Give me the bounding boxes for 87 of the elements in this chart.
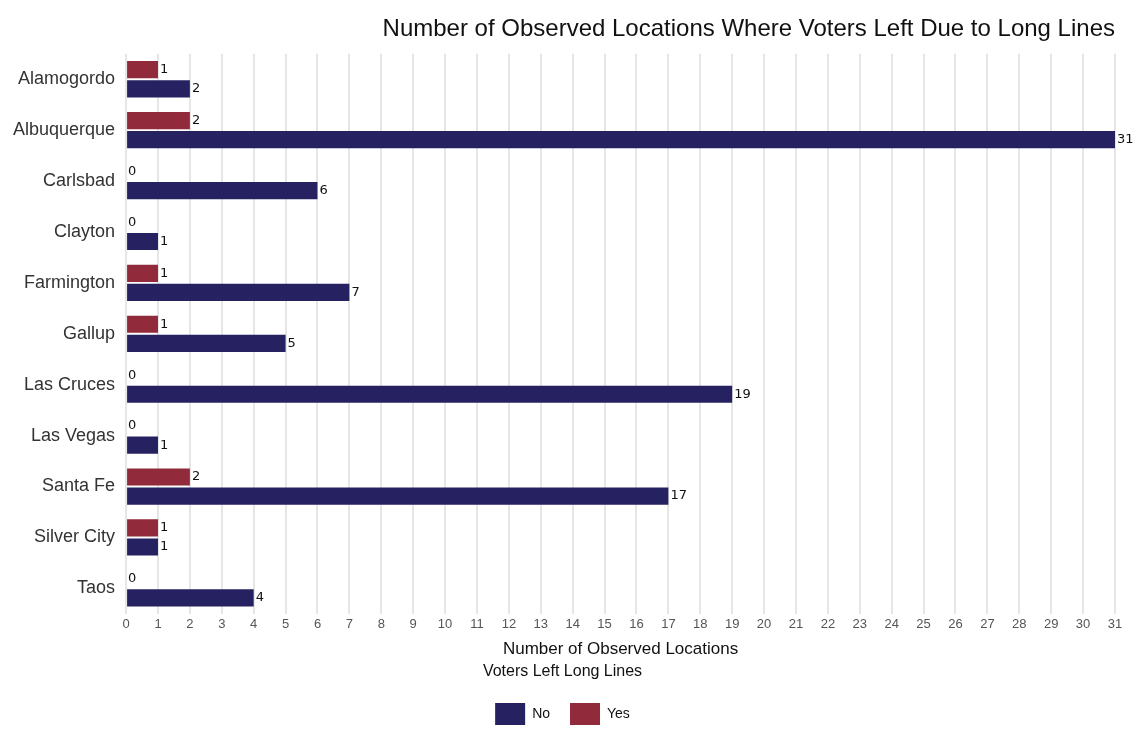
data-label: 2: [191, 111, 201, 127]
x-tick-label: 3: [218, 616, 226, 632]
bar: [127, 112, 190, 130]
x-tick-label: 7: [345, 616, 354, 632]
x-tick-label: 27: [980, 616, 995, 632]
bar: [127, 264, 158, 282]
bar: [127, 334, 286, 352]
bar: [127, 131, 1115, 149]
data-label: 7: [351, 283, 360, 299]
x-tick-label: 5: [281, 616, 290, 632]
data-label: 0: [128, 213, 137, 229]
data-label: 6: [319, 181, 328, 197]
x-tick-label: 21: [788, 616, 804, 632]
bar: [127, 61, 158, 79]
data-label: 1: [159, 232, 169, 248]
bar: [127, 436, 158, 454]
data-label: 0: [128, 417, 137, 433]
x-tick-label: 6: [313, 616, 322, 632]
y-tick-label: Farmington: [24, 271, 116, 292]
x-tick-label: 11: [470, 616, 484, 632]
x-tick-label: 25: [916, 616, 931, 632]
bar: [127, 80, 190, 98]
x-tick-label: 14: [565, 616, 580, 632]
x-tick-label: 2: [186, 616, 194, 632]
data-label: 1: [159, 436, 169, 452]
y-tick-label: Silver City: [34, 526, 116, 547]
bar: [127, 232, 158, 251]
x-tick-label: 17: [661, 616, 676, 632]
data-label: 1: [159, 61, 169, 77]
bar: [127, 182, 318, 200]
x-tick-label: 26: [948, 616, 963, 632]
x-tick-label: 15: [597, 616, 612, 632]
data-label: 2: [191, 468, 201, 484]
data-label: 19: [734, 385, 751, 401]
data-label: 2: [191, 80, 201, 96]
x-tick-label: 31: [1107, 616, 1123, 632]
x-tick-label: 28: [1012, 616, 1027, 632]
y-tick-label: Gallup: [63, 322, 116, 343]
x-tick-label: 10: [437, 616, 453, 632]
bar: [127, 487, 669, 505]
y-tick-label: Las Cruces: [24, 373, 116, 394]
x-tick-label: 13: [533, 616, 549, 632]
bar: [127, 283, 350, 302]
x-tick-label: 24: [884, 616, 899, 632]
data-label: 0: [128, 570, 137, 586]
x-tick-label: 12: [501, 616, 517, 632]
y-tick-label: Santa Fe: [42, 475, 116, 496]
x-tick-label: 20: [756, 616, 772, 632]
bar: [127, 315, 158, 333]
y-tick-label: Carlsbad: [43, 170, 116, 191]
data-label: 1: [159, 538, 169, 554]
x-tick-label: 4: [250, 616, 258, 632]
x-tick-label: 22: [820, 616, 836, 632]
data-label: 0: [128, 162, 137, 178]
x-axis-title: Number of Observed Locations: [502, 639, 739, 659]
bar: [127, 538, 158, 556]
x-tick-label: 9: [409, 616, 417, 632]
data-label: 1: [159, 315, 169, 331]
y-tick-label: Albuquerque: [12, 119, 116, 140]
chart-title: Number of Observed Locations Where Voters Left Due to Long Lines: [382, 14, 1115, 42]
legend-title: Voters Left Long Lines: [482, 662, 643, 680]
y-tick-label: Clayton: [54, 220, 116, 241]
data-label: 1: [159, 519, 169, 535]
x-tick-label: 19: [724, 616, 740, 632]
data-label: 5: [287, 334, 296, 350]
bar: [127, 519, 158, 537]
y-tick-label: Taos: [77, 577, 116, 598]
y-tick-label: Alamogordo: [18, 68, 116, 89]
y-tick-label: Las Vegas: [31, 424, 116, 445]
legend-label: Yes: [607, 704, 630, 721]
x-tick-label: 23: [852, 616, 868, 632]
x-tick-label: 0: [122, 616, 130, 632]
bar: [127, 385, 733, 403]
data-label: 17: [670, 487, 687, 503]
x-tick-label: 16: [629, 616, 644, 632]
x-tick-label: 18: [693, 616, 708, 632]
x-tick-label: 30: [1075, 616, 1091, 632]
x-tick-label: 8: [377, 616, 385, 632]
legend-label: No: [532, 704, 551, 721]
x-tick-label: 1: [154, 616, 162, 632]
x-tick-label: 29: [1043, 616, 1059, 632]
data-label: 1: [159, 264, 169, 280]
bar: [127, 468, 190, 486]
data-label: 31: [1117, 131, 1134, 147]
data-label: 0: [128, 366, 137, 382]
bar: [127, 589, 254, 607]
data-label: 4: [255, 589, 264, 605]
